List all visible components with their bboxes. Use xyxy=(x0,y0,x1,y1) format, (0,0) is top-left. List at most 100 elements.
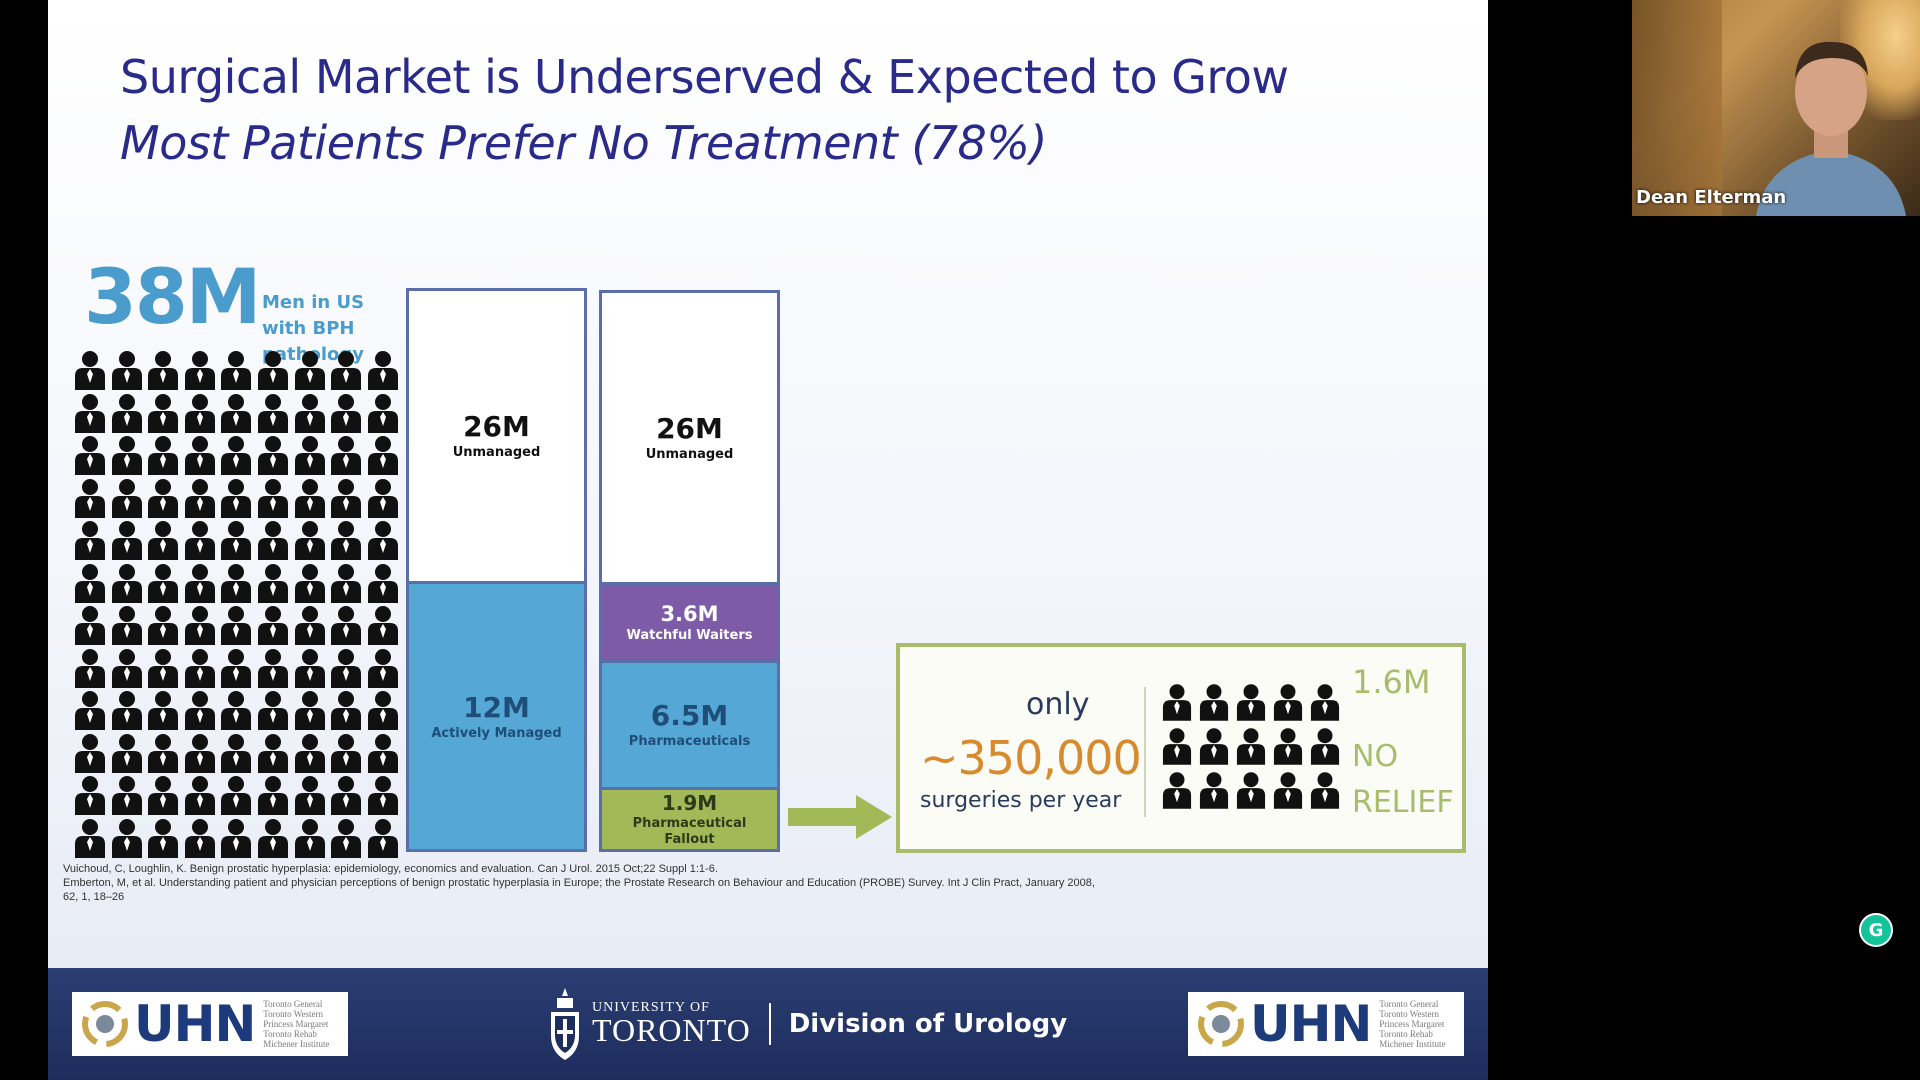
person-icon xyxy=(220,775,252,815)
no-relief-value: 1.6M xyxy=(1352,663,1431,701)
person-icon xyxy=(294,393,326,433)
reference-3: 62, 1, 18–26 xyxy=(63,891,125,903)
uhn-hospital-list: Toronto General Toronto Western Princess… xyxy=(1379,999,1445,1049)
person-icon xyxy=(330,818,362,858)
footer-separator xyxy=(768,1003,771,1045)
person-icon xyxy=(111,563,143,603)
person-icon xyxy=(257,605,289,645)
person-icon xyxy=(111,690,143,730)
references: Vuichoud, C, Loughlin, K. Benign prostat… xyxy=(63,862,1223,904)
person-icon xyxy=(330,350,362,390)
person-icon xyxy=(330,478,362,518)
participant-video-tile[interactable]: Dean Elterman xyxy=(1632,0,1920,216)
uoft-line2: TORONTO xyxy=(592,1011,751,1048)
headline-caption: Men in US with BPH pathology xyxy=(262,292,365,365)
hospital-name: Toronto Rehab xyxy=(263,1029,317,1039)
person-icon xyxy=(294,435,326,475)
person-icon xyxy=(147,478,179,518)
person-icon xyxy=(257,775,289,815)
division-label: Division of Urology xyxy=(788,1009,1068,1039)
person-icon xyxy=(1162,727,1192,765)
person-icon xyxy=(147,818,179,858)
person-icon xyxy=(111,350,143,390)
uhn-hospital-list: Toronto General Toronto Western Princess… xyxy=(263,999,329,1049)
person-icon xyxy=(74,690,106,730)
hospital-name: Michener Institute xyxy=(263,1039,330,1049)
person-icon xyxy=(147,520,179,560)
person-icon xyxy=(367,350,399,390)
participant-silhouette xyxy=(1756,41,1906,216)
person-icon xyxy=(111,648,143,688)
person-icon xyxy=(257,350,289,390)
person-icon xyxy=(184,393,216,433)
uhn-logo-left: UHN Toronto General Toronto Western Prin… xyxy=(72,992,348,1056)
person-icon xyxy=(184,520,216,560)
person-icon xyxy=(184,435,216,475)
person-icon xyxy=(74,563,106,603)
bar1-unmanaged-label: Unmanaged xyxy=(452,445,541,460)
hospital-name: Toronto Western xyxy=(1379,1009,1440,1019)
person-icon xyxy=(367,605,399,645)
person-icon xyxy=(74,775,106,815)
bar1-managed-segment: 12M Actively Managed xyxy=(409,581,584,849)
bar2-fallout-value: 1.9M xyxy=(661,791,718,815)
person-icon xyxy=(367,520,399,560)
person-icon xyxy=(257,478,289,518)
uhn-logo-text: UHN xyxy=(134,995,256,1053)
person-icon xyxy=(220,435,252,475)
person-icon xyxy=(1162,771,1192,809)
person-icon xyxy=(220,818,252,858)
person-icon xyxy=(184,350,216,390)
person-icon xyxy=(184,563,216,603)
person-icon xyxy=(330,690,362,730)
person-icon xyxy=(257,690,289,730)
person-icon xyxy=(74,520,106,560)
person-icon xyxy=(184,775,216,815)
person-icon xyxy=(111,520,143,560)
person-icon xyxy=(147,350,179,390)
uoft-wordmark: UNIVERSITY OF TORONTO xyxy=(592,1000,751,1049)
bar2-pharma-label: Pharmaceuticals xyxy=(628,734,751,749)
person-icon xyxy=(1162,683,1192,721)
person-icon xyxy=(367,733,399,773)
uhn-swirl-icon xyxy=(82,1001,128,1047)
person-icon xyxy=(220,520,252,560)
result-divider xyxy=(1144,687,1146,817)
person-icon xyxy=(330,435,362,475)
bar2-pharma-value: 6.5M xyxy=(650,699,729,732)
bar-treatment-breakdown: 26M Unmanaged 3.6M Watchful Waiters 6.5M… xyxy=(599,290,780,852)
person-icon xyxy=(367,478,399,518)
slide-footer: UHN Toronto General Toronto Western Prin… xyxy=(48,968,1488,1080)
person-icon xyxy=(367,818,399,858)
bar1-unmanaged-value: 26M xyxy=(463,410,530,443)
person-icon xyxy=(1310,683,1340,721)
person-icon xyxy=(330,648,362,688)
people-grid xyxy=(74,350,403,860)
person-icon xyxy=(74,818,106,858)
person-icon xyxy=(1310,727,1340,765)
person-icon xyxy=(74,648,106,688)
bar1-managed-label: Actively Managed xyxy=(431,725,562,741)
person-icon xyxy=(294,818,326,858)
person-icon xyxy=(184,605,216,645)
person-icon xyxy=(1236,683,1266,721)
uoft-logo: UNIVERSITY OF TORONTO Division of Urolog… xyxy=(548,978,1067,1070)
person-icon xyxy=(184,478,216,518)
bar2-watchful-label: Watchful Waiters xyxy=(626,627,753,643)
person-icon xyxy=(220,393,252,433)
person-icon xyxy=(294,690,326,730)
person-icon xyxy=(1273,727,1303,765)
person-icon xyxy=(147,393,179,433)
person-icon xyxy=(367,393,399,433)
person-icon xyxy=(294,520,326,560)
presentation-slide: Surgical Market is Underserved & Expecte… xyxy=(48,0,1488,1080)
bar2-pharma-segment: 6.5M Pharmaceuticals xyxy=(602,660,777,787)
person-icon xyxy=(184,648,216,688)
only-label: only xyxy=(1026,687,1090,722)
hospital-name: Toronto General xyxy=(1379,999,1439,1009)
person-icon xyxy=(294,478,326,518)
grammarly-icon[interactable]: G xyxy=(1859,913,1893,947)
no-relief-people-grid xyxy=(1162,683,1347,815)
participant-name: Dean Elterman xyxy=(1636,187,1787,208)
no-relief-label-1: NO xyxy=(1352,739,1399,774)
